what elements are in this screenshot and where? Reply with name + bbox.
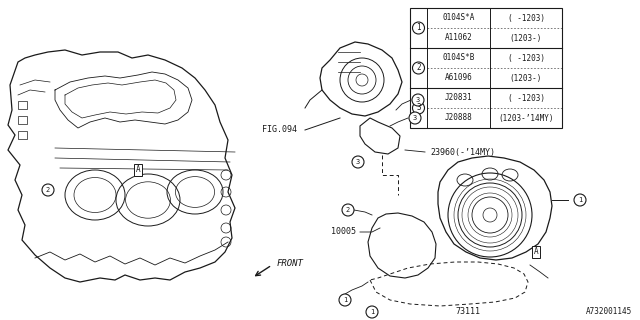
Bar <box>18 116 27 124</box>
Text: 3: 3 <box>416 103 421 113</box>
Text: 1: 1 <box>416 23 421 33</box>
Text: 0104S*A: 0104S*A <box>442 13 475 22</box>
Text: A61096: A61096 <box>445 74 472 83</box>
Text: ( -1203): ( -1203) <box>508 93 545 102</box>
Text: 0104S*B: 0104S*B <box>442 53 475 62</box>
Text: 3: 3 <box>416 97 420 103</box>
Text: 2: 2 <box>416 63 421 73</box>
Text: A: A <box>136 165 140 174</box>
Text: 10005: 10005 <box>331 228 356 236</box>
Text: (1203-’14MY): (1203-’14MY) <box>499 114 554 123</box>
Text: J20888: J20888 <box>445 114 472 123</box>
Bar <box>410 8 562 128</box>
Circle shape <box>366 306 378 318</box>
Text: ( -1203): ( -1203) <box>508 53 545 62</box>
Text: 3: 3 <box>356 159 360 165</box>
Text: 1: 1 <box>343 297 347 303</box>
Text: 1: 1 <box>370 309 374 315</box>
Text: 1: 1 <box>578 197 582 203</box>
Circle shape <box>352 156 364 168</box>
Text: 3: 3 <box>413 115 417 121</box>
Circle shape <box>574 194 586 206</box>
Circle shape <box>339 294 351 306</box>
Circle shape <box>409 112 421 124</box>
Circle shape <box>413 102 424 114</box>
Circle shape <box>42 184 54 196</box>
Circle shape <box>342 204 354 216</box>
Bar <box>18 101 27 109</box>
Text: (1203-): (1203-) <box>510 34 542 43</box>
Text: (1203-): (1203-) <box>510 74 542 83</box>
Text: 2: 2 <box>46 187 50 193</box>
Circle shape <box>413 22 424 34</box>
Text: 2: 2 <box>346 207 350 213</box>
Bar <box>18 131 27 139</box>
Text: J20831: J20831 <box>445 93 472 102</box>
Text: 73111: 73111 <box>456 308 481 316</box>
Text: A11062: A11062 <box>445 34 472 43</box>
Circle shape <box>412 94 424 106</box>
Text: ( -1203): ( -1203) <box>508 13 545 22</box>
Circle shape <box>413 62 424 74</box>
Text: FRONT: FRONT <box>277 259 304 268</box>
Text: A: A <box>534 247 538 257</box>
Text: FIG.094: FIG.094 <box>262 125 297 134</box>
Text: 23960(-’14MY): 23960(-’14MY) <box>430 148 495 156</box>
Text: A732001145: A732001145 <box>586 308 632 316</box>
